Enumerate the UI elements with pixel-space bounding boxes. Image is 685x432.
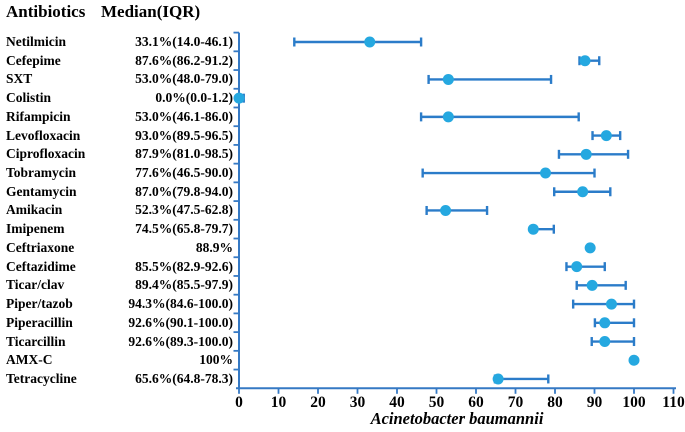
antibiotic-label: Ceftazidime — [6, 258, 76, 274]
median-data-point — [600, 130, 612, 142]
antibiotic-row: SXT 53.0%(48.0-79.0) — [6, 70, 233, 89]
antibiotic-row: Piper/tazob 94.3%(84.6-100.0) — [6, 295, 233, 314]
median-iqr-value: 53.0%(46.1-86.0) — [135, 108, 233, 124]
x-axis-tick-label: 80 — [547, 394, 563, 411]
median-data-point — [586, 279, 598, 291]
antibiotic-row: Tobramycin 77.6%(46.5-90.0) — [6, 164, 233, 183]
antibiotic-label: Levofloxacin — [6, 127, 81, 143]
x-axis-tick-label: 100 — [622, 394, 646, 411]
median-data-point — [233, 92, 245, 104]
median-iqr-value: 93.0%(89.5-96.5) — [135, 127, 233, 143]
antibiotic-row: Rifampicin 53.0%(46.1-86.0) — [6, 107, 233, 126]
column-header-median-iqr: Median(IQR) — [101, 2, 201, 21]
median-data-point — [577, 186, 589, 198]
median-data-point — [571, 261, 583, 273]
antibiotic-label: Rifampicin — [6, 108, 71, 124]
antibiotic-label: Gentamycin — [6, 183, 77, 199]
median-iqr-value: 77.6%(46.5-90.0) — [135, 165, 233, 181]
median-data-point — [580, 148, 592, 160]
median-iqr-value: 74.5%(65.8-79.7) — [135, 221, 233, 237]
median-data-point — [440, 204, 452, 216]
antibiotic-row: Tetracycline 65.6%(64.8-78.3) — [6, 369, 233, 388]
median-iqr-value: 85.5%(82.9-92.6) — [135, 258, 233, 274]
x-axis-tick-label: 110 — [662, 394, 685, 411]
antibiotic-row: Ciprofloxacin 87.9%(81.0-98.5) — [6, 145, 233, 164]
median-data-point — [540, 167, 552, 179]
antibiotic-label: Piperacillin — [6, 314, 73, 330]
median-iqr-value: 89.4%(85.5-97.9) — [135, 277, 233, 293]
median-iqr-value: 52.3%(47.5-62.8) — [135, 202, 233, 218]
median-data-point — [442, 111, 454, 123]
median-data-point — [628, 354, 640, 366]
antibiotic-label: Ceftriaxone — [6, 239, 75, 255]
antibiotic-label: Imipenem — [6, 221, 65, 237]
antibiotic-label: Piper/tazob — [6, 296, 73, 312]
median-iqr-value: 92.6%(90.1-100.0) — [128, 314, 233, 330]
antibiotic-row: Levofloxacin 93.0%(89.5-96.5) — [6, 126, 233, 145]
median-data-point — [599, 336, 611, 348]
antibiotic-label: AMX-C — [6, 352, 53, 368]
antibiotic-row: Gentamycin 87.0%(79.8-94.0) — [6, 182, 233, 201]
median-data-point — [364, 36, 376, 48]
median-iqr-value: 53.0%(48.0-79.0) — [135, 71, 233, 87]
x-axis-tick-label: 0 — [235, 394, 243, 411]
antibiotic-row: Ticar/clav 89.4%(85.5-97.9) — [6, 276, 233, 295]
antibiotic-row: Amikacin 52.3%(47.5-62.8) — [6, 201, 233, 220]
antibiotic-label: Netilmicin — [6, 34, 66, 49]
x-axis-tick-label: 20 — [310, 394, 326, 411]
median-data-point — [442, 73, 454, 85]
column-header-antibiotics: Antibiotics — [6, 2, 86, 21]
median-data-point — [527, 223, 539, 235]
x-axis-tick-label: 10 — [271, 394, 287, 411]
median-iqr-value: 65.6%(64.8-78.3) — [135, 370, 233, 386]
antibiotic-label: Tobramycin — [6, 165, 77, 181]
antibiotic-row: Ceftriaxone 88.9% — [6, 238, 233, 257]
median-iqr-value: 0.0%(0.0-1.2) — [155, 90, 233, 106]
antibiotic-label: Ticarcillin — [6, 333, 66, 349]
antibiotic-row: Piperacillin 92.6%(90.1-100.0) — [6, 313, 233, 332]
x-axis-tick-label: 50 — [429, 394, 445, 411]
median-data-point — [584, 242, 596, 254]
antibiotic-row: Colistin 0.0%(0.0-1.2) — [6, 89, 233, 108]
median-iqr-value: 88.9% — [195, 239, 233, 255]
antibiotic-label: Colistin — [6, 90, 52, 106]
x-axis-tick-label: 60 — [468, 394, 484, 411]
antibiotic-label: Cefepime — [6, 52, 61, 68]
median-iqr-value: 100% — [199, 352, 233, 368]
antibiotic-row: Ticarcillin 92.6%(89.3-100.0) — [6, 332, 233, 351]
median-iqr-value: 87.6%(86.2-91.2) — [135, 52, 233, 68]
antibiotic-label: SXT — [6, 71, 33, 87]
median-data-point — [492, 373, 504, 385]
x-axis-title: Acinetobacter baumannii — [370, 409, 544, 428]
median-iqr-value: 33.1%(14.0-46.1) — [135, 34, 233, 49]
antibiotic-label: Tetracycline — [6, 370, 77, 386]
x-axis-tick-label: 40 — [389, 394, 405, 411]
x-axis-tick-label: 90 — [587, 394, 603, 411]
antibiotic-row: Imipenem 74.5%(65.8-79.7) — [6, 220, 233, 239]
median-iqr-value: 87.0%(79.8-94.0) — [135, 183, 233, 199]
antibiotic-label: Amikacin — [6, 202, 63, 218]
median-data-point — [599, 317, 611, 329]
antibiotic-row: AMX-C 100% — [6, 351, 233, 370]
x-axis-tick-label: 70 — [508, 394, 524, 411]
antibiotic-label: Ticar/clav — [6, 277, 65, 293]
antibiotic-label: Ciprofloxacin — [6, 146, 86, 162]
median-data-point — [579, 55, 591, 67]
antibiotic-row: Netilmicin 33.1%(14.0-46.1) — [6, 33, 233, 52]
median-data-point — [605, 298, 617, 310]
antibiotic-row: Ceftazidime 85.5%(82.9-92.6) — [6, 257, 233, 276]
median-iqr-value: 92.6%(89.3-100.0) — [128, 333, 233, 349]
antibiotic-row: Cefepime 87.6%(86.2-91.2) — [6, 51, 233, 70]
x-axis-tick-label: 30 — [350, 394, 366, 411]
median-iqr-value: 94.3%(84.6-100.0) — [128, 296, 233, 312]
median-iqr-value: 87.9%(81.0-98.5) — [135, 146, 233, 162]
